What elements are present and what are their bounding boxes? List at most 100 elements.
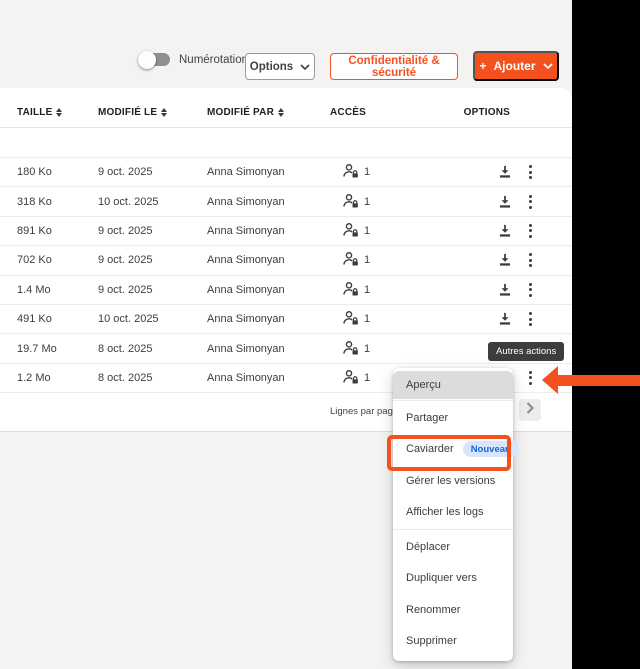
file-size-cell: 891 Ko <box>17 224 52 237</box>
table-row[interactable]: 1.2 Mo 8 oct. 2025 Anna Simonyan 1 <box>0 364 572 394</box>
context-menu-item-deplacer[interactable]: Déplacer <box>393 531 513 563</box>
modified-by-cell: Anna Simonyan <box>207 313 285 326</box>
column-header-options: OPTIONS <box>463 107 510 118</box>
context-menu-item-caviarder[interactable]: Caviarder Nouveau <box>393 434 519 466</box>
pagination-bar: Lignes par page : <box>0 393 572 431</box>
table-row[interactable]: 19.7 Mo 8 oct. 2025 Anna Simonyan 1 <box>0 334 572 364</box>
access-count: 1 <box>364 224 371 237</box>
toggle-knob-icon[interactable] <box>138 50 156 69</box>
options-cell <box>450 163 572 181</box>
numbering-toggle-label: Numérotation <box>179 53 249 66</box>
options-cell <box>450 281 572 299</box>
toggle-track-icon[interactable] <box>138 50 170 69</box>
access-cell[interactable]: 1 <box>330 281 450 299</box>
access-count: 1 <box>364 166 371 179</box>
download-icon[interactable] <box>498 195 512 209</box>
modified-by-cell: Anna Simonyan <box>207 254 285 267</box>
modified-date-cell: 8 oct. 2025 <box>98 371 153 384</box>
person-lock-icon <box>342 222 359 240</box>
options-button[interactable]: Options <box>245 53 315 80</box>
access-cell[interactable]: 1 <box>330 340 450 358</box>
numbering-toggle[interactable]: Numérotation <box>138 50 249 69</box>
modified-date-cell: 10 oct. 2025 <box>98 195 159 208</box>
sort-icon <box>278 108 285 117</box>
modified-by-cell: Anna Simonyan <box>207 342 285 355</box>
file-size-cell: 19.7 Mo <box>17 342 57 355</box>
column-header-modified-by[interactable]: MODIFIÉ PAR <box>207 107 330 118</box>
table-row[interactable]: 318 Ko 10 oct. 2025 Anna Simonyan 1 <box>0 187 572 217</box>
sort-icon <box>161 108 168 117</box>
add-button[interactable]: + Ajouter <box>473 51 559 81</box>
context-menu-item-partager[interactable]: Partager <box>393 402 513 434</box>
annotation-arrow-icon <box>542 366 558 394</box>
access-count: 1 <box>364 195 371 208</box>
modified-by-cell: Anna Simonyan <box>207 195 285 208</box>
access-count: 1 <box>364 371 371 384</box>
context-menu-item-dupliquer-vers[interactable]: Dupliquer vers <box>393 563 513 595</box>
chevron-right-icon <box>526 401 534 419</box>
context-menu-item-label: Dupliquer vers <box>406 572 477 585</box>
context-menu-item-gerer-les-versions[interactable]: Gérer les versions <box>393 465 513 497</box>
more-actions-kebab-icon[interactable] <box>525 163 536 181</box>
next-page-button[interactable] <box>519 399 541 421</box>
more-actions-kebab-icon[interactable] <box>525 281 536 299</box>
person-lock-icon <box>342 369 359 387</box>
context-menu-item-label: Caviarder <box>406 443 454 456</box>
rows-per-page-label: Lignes par page : <box>330 406 404 417</box>
table-row[interactable]: 891 Ko 9 oct. 2025 Anna Simonyan 1 <box>0 217 572 247</box>
file-size-cell: 1.2 Mo <box>17 371 51 384</box>
access-cell[interactable]: 1 <box>330 163 450 181</box>
table-row[interactable]: 180 Ko 9 oct. 2025 Anna Simonyan 1 <box>0 158 572 188</box>
table-row[interactable]: 491 Ko 10 oct. 2025 Anna Simonyan 1 <box>0 305 572 335</box>
access-count: 1 <box>364 313 371 326</box>
access-cell[interactable]: 1 <box>330 222 450 240</box>
modified-by-cell: Anna Simonyan <box>207 283 285 296</box>
table-row[interactable]: 1.4 Mo 9 oct. 2025 Anna Simonyan 1 <box>0 276 572 305</box>
options-cell <box>450 251 572 269</box>
context-menu-item-label: Aperçu <box>406 379 441 391</box>
chevron-down-icon <box>300 63 310 70</box>
plus-icon: + <box>479 59 487 73</box>
person-lock-icon <box>342 281 359 299</box>
annotation-arrow-shaft <box>556 375 640 386</box>
more-actions-kebab-icon[interactable] <box>525 251 536 269</box>
download-icon[interactable] <box>498 165 512 179</box>
column-header-size[interactable]: TAILLE <box>17 107 98 118</box>
access-cell[interactable]: 1 <box>330 369 450 387</box>
column-header-access: ACCÈS <box>330 107 367 118</box>
menu-divider <box>393 529 513 530</box>
more-actions-kebab-icon[interactable] <box>525 193 536 211</box>
access-cell[interactable]: 1 <box>330 310 450 328</box>
modified-by-cell: Anna Simonyan <box>207 371 285 384</box>
context-menu-item-label: Supprimer <box>406 635 457 648</box>
context-menu-item-label: Afficher les logs <box>406 506 484 519</box>
file-size-cell: 702 Ko <box>17 254 52 267</box>
modified-date-cell: 9 oct. 2025 <box>98 166 153 179</box>
download-icon[interactable] <box>498 253 512 267</box>
file-size-cell: 180 Ko <box>17 166 52 179</box>
access-cell[interactable]: 1 <box>330 193 450 211</box>
table-body: 180 Ko 9 oct. 2025 Anna Simonyan 1 <box>0 158 572 394</box>
empty-table-row <box>0 128 572 158</box>
more-actions-kebab-icon[interactable] <box>525 369 536 387</box>
more-actions-kebab-icon[interactable] <box>525 222 536 240</box>
context-menu-item-apercu[interactable]: Aperçu <box>393 371 513 399</box>
more-actions-kebab-icon[interactable] <box>525 310 536 328</box>
privacy-security-button[interactable]: Confidentialité & sécurité <box>330 53 458 80</box>
context-menu-item-label: Renommer <box>406 603 461 616</box>
download-icon[interactable] <box>498 312 512 326</box>
download-icon[interactable] <box>498 283 512 297</box>
context-menu-item-renommer[interactable]: Renommer <box>393 594 513 626</box>
person-lock-icon <box>342 163 359 181</box>
context-menu-item-supprimer[interactable]: Supprimer <box>393 626 513 658</box>
access-cell[interactable]: 1 <box>330 251 450 269</box>
download-icon[interactable] <box>498 224 512 238</box>
context-menu-item-afficher-les-logs[interactable]: Afficher les logs <box>393 497 513 529</box>
black-letterbox <box>572 0 640 669</box>
person-lock-icon <box>342 310 359 328</box>
modified-date-cell: 8 oct. 2025 <box>98 342 153 355</box>
access-count: 1 <box>364 283 371 296</box>
table-row[interactable]: 702 Ko 9 oct. 2025 Anna Simonyan 1 <box>0 246 572 276</box>
modified-date-cell: 10 oct. 2025 <box>98 313 159 326</box>
column-header-modified-date[interactable]: MODIFIÉ LE <box>98 107 207 118</box>
